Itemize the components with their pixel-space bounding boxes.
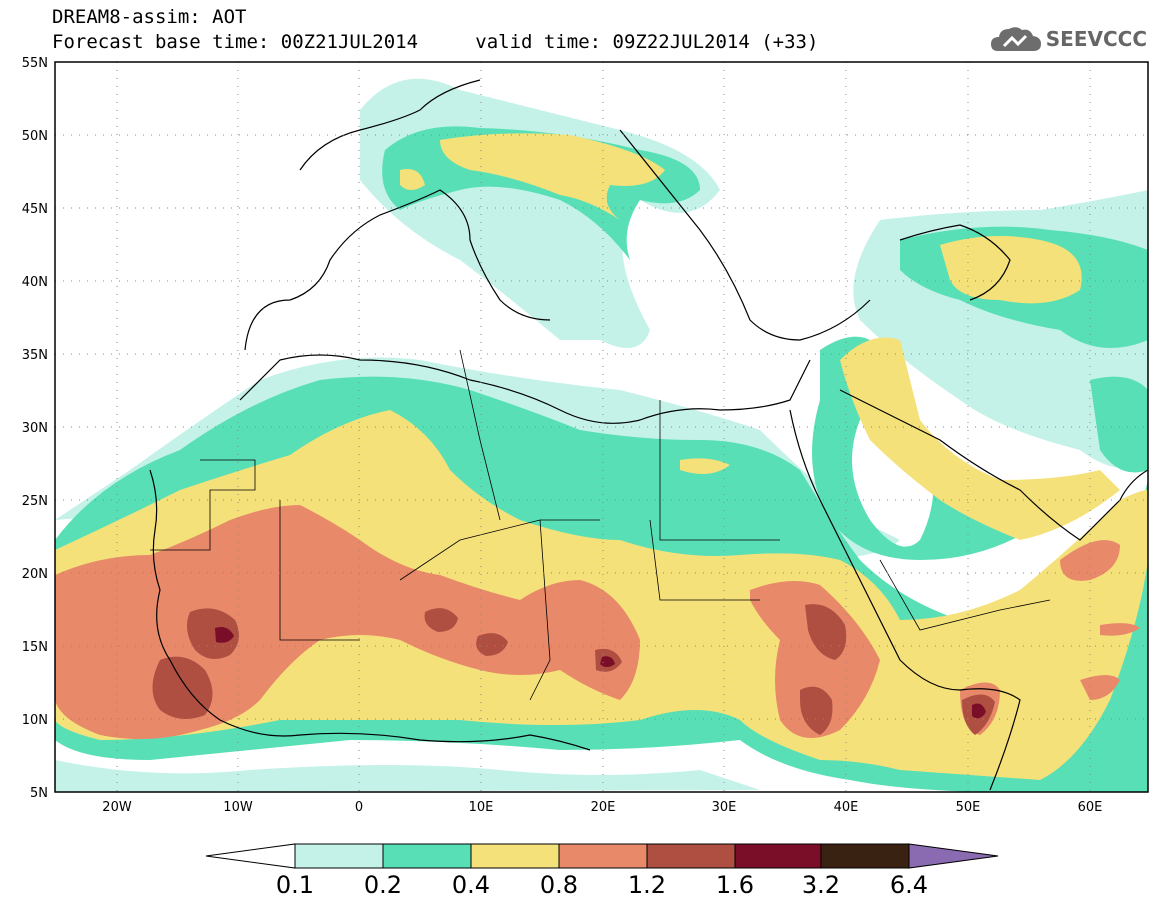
colorbar-segment (820, 843, 910, 869)
colorbar-segment (558, 843, 648, 869)
colorbar-segment (294, 843, 384, 869)
colorbar-segment (382, 843, 472, 869)
lon-tick-label: 50E (956, 800, 981, 815)
logo-text: SEEVCCC (1045, 27, 1147, 51)
lat-tick-label: 40N (22, 275, 48, 290)
coastlines (149, 79, 1148, 791)
colorbar-label: 1.6 (716, 871, 754, 899)
lat-tick-label: 50N (22, 129, 48, 144)
lat-tick-label: 5N (30, 786, 48, 801)
colorbar-label: 3.2 (802, 871, 840, 899)
seevccc-logo: SEEVCCC (990, 22, 1147, 56)
lon-tick-label: 40E (834, 800, 859, 815)
lon-tick-label: 30E (712, 800, 737, 815)
colorbar-segment (470, 843, 560, 869)
lat-tick-label: 45N (22, 202, 48, 217)
colorbar-label: 0.4 (452, 871, 490, 899)
lat-tick-label: 25N (22, 494, 48, 509)
map-title: DREAM8-assim: AOT (52, 6, 247, 28)
colorbar: 0.1 0.2 0.4 0.8 1.2 1.6 3.2 6.4 (205, 843, 999, 899)
cloud-icon (990, 27, 1041, 51)
lon-tick-label: 10E (469, 800, 494, 815)
time-info: Forecast base time: 00Z21JUL2014 valid t… (52, 31, 818, 53)
map-frame (54, 61, 1149, 793)
latitude-axis: 55N 50N 45N 40N 35N 30N 25N 20N 15N 10N … (22, 56, 48, 801)
colorbar-label: 0.8 (540, 871, 578, 899)
gridlines (55, 62, 1148, 792)
colorbar-high-arrow (908, 843, 999, 869)
lon-tick-label: 60E (1078, 800, 1103, 815)
lat-tick-label: 20N (22, 567, 48, 582)
colorbar-label: 1.2 (628, 871, 666, 899)
lat-tick-label: 15N (22, 640, 48, 655)
aot-field (55, 62, 1148, 792)
valid-time-label: valid time: 09Z22JUL2014 (+33) (475, 31, 819, 53)
lat-tick-label: 35N (22, 348, 48, 363)
lon-tick-label: 0 (355, 800, 363, 815)
lat-tick-label: 10N (22, 713, 48, 728)
colorbar-segment (734, 843, 822, 869)
colorbar-label: 0.2 (364, 871, 402, 899)
lat-tick-label: 30N (22, 421, 48, 436)
lat-tick-label: 55N (22, 56, 48, 71)
lon-tick-label: 10W (223, 800, 253, 815)
colorbar-label: 0.1 (276, 871, 314, 899)
colorbar-low-arrow (205, 843, 296, 869)
lon-tick-label: 20E (591, 800, 616, 815)
longitude-axis: 20W 10W 0 10E 20E 30E 40E 50E 60E (102, 800, 1102, 815)
lon-tick-label: 20W (102, 800, 132, 815)
colorbar-label: 6.4 (890, 871, 928, 899)
borders (150, 349, 1051, 701)
base-time-label: Forecast base time: 00Z21JUL2014 (52, 31, 419, 53)
colorbar-segment (646, 843, 736, 869)
